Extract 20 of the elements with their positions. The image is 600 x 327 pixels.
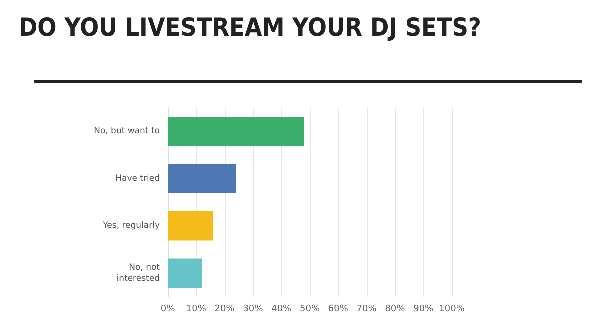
x-tick-label: 60%: [328, 304, 349, 314]
x-tick-label: 30%: [243, 304, 264, 314]
bar: [168, 116, 304, 146]
bar: [168, 258, 202, 288]
x-tick-label: 100%: [439, 304, 466, 314]
y-tick-label: No, not interested: [116, 262, 161, 284]
y-tick-label: Have tried: [116, 174, 160, 184]
y-tick-label: No, but want to: [94, 126, 160, 137]
chart-title: DO YOU LIVESTREAM YOUR DJ SETS?: [19, 13, 482, 42]
x-tick-label: 10%: [186, 304, 207, 314]
x-tick-label: 40%: [272, 304, 292, 314]
y-tick-label: Yes, regularly: [102, 221, 160, 232]
x-tick-label: 70%: [356, 304, 378, 314]
bar: [168, 211, 214, 241]
bar: [168, 164, 236, 194]
x-tick-label: 90%: [414, 304, 434, 314]
x-tick-label: 20%: [214, 304, 236, 314]
x-tick-label: 0%: [160, 304, 176, 314]
x-tick-label: 80%: [385, 304, 406, 314]
x-tick-label: 50%: [300, 304, 320, 314]
